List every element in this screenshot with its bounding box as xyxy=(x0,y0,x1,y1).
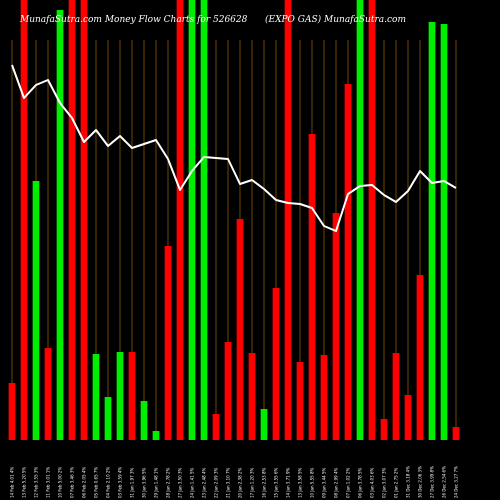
bar-outflow xyxy=(404,395,412,440)
bar-outflow xyxy=(248,353,256,440)
x-tick-label: 10 Feb 5.00 2% xyxy=(58,467,63,498)
x-tick-label: 24 Jan 1.41 5% xyxy=(190,467,195,498)
bar-outflow xyxy=(176,0,184,440)
x-tick-label: 06 Feb 2.05 4% xyxy=(82,467,87,498)
x-tick-label: 20 Jan 2.38 2% xyxy=(238,467,243,498)
x-tick-label: 26 Dec 2.54 6% xyxy=(442,466,447,498)
bar-outflow xyxy=(212,414,220,440)
x-tick-label: 04 Feb 2.10 2% xyxy=(106,467,111,498)
x-tick-label: 16 Jan 2.53 8% xyxy=(262,467,267,498)
x-tick-label: 07 Jan 1.02 2% xyxy=(346,467,351,498)
line-layer xyxy=(11,64,457,232)
x-tick-label: 07 Feb 3.46 3% xyxy=(70,467,75,498)
bar-inflow xyxy=(92,354,100,440)
bar-layer xyxy=(8,0,460,440)
bar-outflow xyxy=(44,348,52,440)
bar-outflow xyxy=(284,0,292,440)
bar-outflow xyxy=(80,0,88,440)
bar-inflow xyxy=(188,0,196,440)
x-tick-label: 23 Jan 2.48 4% xyxy=(202,467,207,498)
x-tick-label: 03 Feb 3.59 4% xyxy=(118,467,123,498)
bar-inflow xyxy=(56,10,64,440)
bar-inflow xyxy=(428,22,436,440)
x-tick-label: 13 Feb 5.20 5% xyxy=(22,467,27,498)
bar-inflow xyxy=(440,24,448,440)
x-tick-label: 12 Feb 3.55 3% xyxy=(34,467,39,498)
bar-outflow xyxy=(416,275,424,440)
bar-outflow xyxy=(20,0,28,440)
chart-title-right: (EXPO GAS) MunafaSutra.com xyxy=(265,14,406,25)
x-tick-label: 14 Jan 3.71 9% xyxy=(286,467,291,498)
bar-outflow xyxy=(236,219,244,440)
x-tick-label: 08 Jan 2.99 4% xyxy=(334,467,339,498)
x-tick-label: 29 Jan 1.48 1% xyxy=(154,467,159,498)
grid-layer xyxy=(11,40,457,440)
x-tick-label: 11 Feb 3.01 1% xyxy=(46,467,51,498)
bar-outflow xyxy=(224,342,232,440)
bar-outflow xyxy=(296,362,304,440)
bar-outflow xyxy=(164,246,172,440)
x-tick-label: 31 Dec 3.18 4% xyxy=(406,466,411,498)
price-line xyxy=(11,64,457,232)
bar-outflow xyxy=(272,288,280,440)
bar-outflow xyxy=(344,84,352,440)
bar-inflow xyxy=(140,401,148,440)
x-tick-label: 03 Jan 4.03 6% xyxy=(370,467,375,498)
x-tick-label: 27 Dec 3.99 8% xyxy=(430,466,435,498)
x-tick-label: 10 Jan 5.55 8% xyxy=(310,467,315,498)
x-tick-label: 05 Feb 0.65 7% xyxy=(94,467,99,498)
bar-outflow xyxy=(332,213,340,440)
tick-layer: 14 Feb 4.01 4% 13 Feb 5.20 5% 12 Feb 3.55 … xyxy=(10,466,459,498)
x-tick-label: 02 Jan 3.07 3% xyxy=(382,467,387,498)
x-tick-label: 30 Dec 2.06 3% xyxy=(418,466,423,498)
bar-outflow xyxy=(380,419,388,440)
x-tick-label: 17 Jan 1.20 3% xyxy=(250,467,255,498)
x-tick-label: 28 Jan 2.78 2% xyxy=(166,467,171,498)
bar-outflow xyxy=(8,383,16,440)
bar-inflow xyxy=(356,0,364,440)
bar-outflow xyxy=(320,355,328,440)
bar-outflow xyxy=(128,352,136,440)
x-tick-label: 15 Jan 3.55 6% xyxy=(274,467,279,498)
chart-title-left: MunafaSutra.com Money Flow Charts for 52… xyxy=(19,15,248,25)
x-tick-label: 13 Jan 3.58 5% xyxy=(298,467,303,498)
x-tick-label: 09 Jan 3.44 5% xyxy=(322,467,327,498)
x-tick-label: 21 Jan 3.10 7% xyxy=(226,467,231,498)
bar-inflow xyxy=(116,352,124,440)
x-tick-label: 24 Dec 3.27 7% xyxy=(454,466,459,498)
bar-inflow xyxy=(200,0,208,440)
bar-inflow xyxy=(104,397,112,440)
bar-outflow xyxy=(68,0,76,440)
bar-inflow xyxy=(152,431,160,440)
x-tick-label: 01 Jan 2.75 2% xyxy=(394,467,399,498)
bar-outflow xyxy=(368,0,376,440)
bar-inflow xyxy=(260,409,268,440)
x-tick-label: 14 Feb 4.01 4% xyxy=(10,467,15,498)
x-tick-label: 30 Jan 3.96 5% xyxy=(142,467,147,498)
x-tick-label: 31 Jan 1.97 3% xyxy=(130,467,135,498)
x-tick-label: 22 Jan 2.09 3% xyxy=(214,467,219,498)
x-tick-label: 06 Jan 3.78 5% xyxy=(358,467,363,498)
bar-outflow xyxy=(308,134,316,440)
bar-outflow xyxy=(392,353,400,440)
bar-inflow xyxy=(32,181,40,440)
bar-outflow xyxy=(452,427,460,440)
x-tick-label: 27 Jan 3.50 3% xyxy=(178,467,183,498)
